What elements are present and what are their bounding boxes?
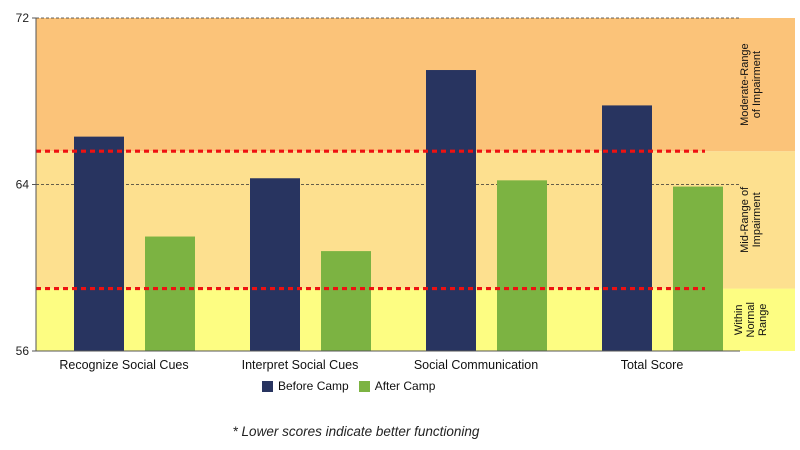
- footnote: * Lower scores indicate better functioni…: [232, 424, 480, 439]
- category-label-2: Social Communication: [414, 358, 538, 372]
- bar-before-1: [250, 178, 300, 351]
- bar-before-3: [602, 105, 652, 351]
- category-label-3: Total Score: [621, 358, 684, 372]
- legend-swatch-after: [358, 380, 370, 392]
- legend: Before Camp After Camp: [262, 379, 435, 393]
- legend-item-before: Before Camp: [262, 379, 349, 393]
- y-tick-label-2: 72: [16, 11, 30, 25]
- bar-after-2: [497, 180, 547, 351]
- bars: [74, 70, 723, 351]
- band-label-1: Mid-Range ofImpairment: [739, 186, 763, 253]
- y-tick-label-1: 64: [16, 178, 30, 192]
- legend-label-after: After Camp: [374, 379, 436, 393]
- bar-before-2: [426, 70, 476, 351]
- legend-swatch-before: [262, 380, 273, 392]
- category-label-0: Recognize Social Cues: [59, 358, 188, 372]
- y-axis: 56 64 72: [16, 11, 740, 358]
- y-tick-label-0: 56: [16, 344, 30, 358]
- bar-after-1: [321, 251, 371, 351]
- legend-label-before: Before Camp: [278, 379, 349, 393]
- impairment-bands: [36, 18, 795, 351]
- band-label-0: WithinNormalRange: [733, 302, 769, 337]
- band-2: [36, 18, 795, 152]
- category-label-1: Interpret Social Cues: [242, 358, 359, 372]
- bar-after-3: [673, 186, 723, 351]
- category-labels: Recognize Social Cues Interpret Social Cu…: [59, 358, 683, 372]
- threshold-lines: [36, 149, 705, 291]
- legend-item-after: After Camp: [358, 379, 436, 393]
- band-label-2: Moderate-Rangeof Impairment: [739, 43, 763, 126]
- bar-after-0: [145, 236, 195, 351]
- band-labels: WithinNormalRange Mid-Range ofImpairment M…: [733, 43, 769, 337]
- bar-before-0: [74, 136, 124, 351]
